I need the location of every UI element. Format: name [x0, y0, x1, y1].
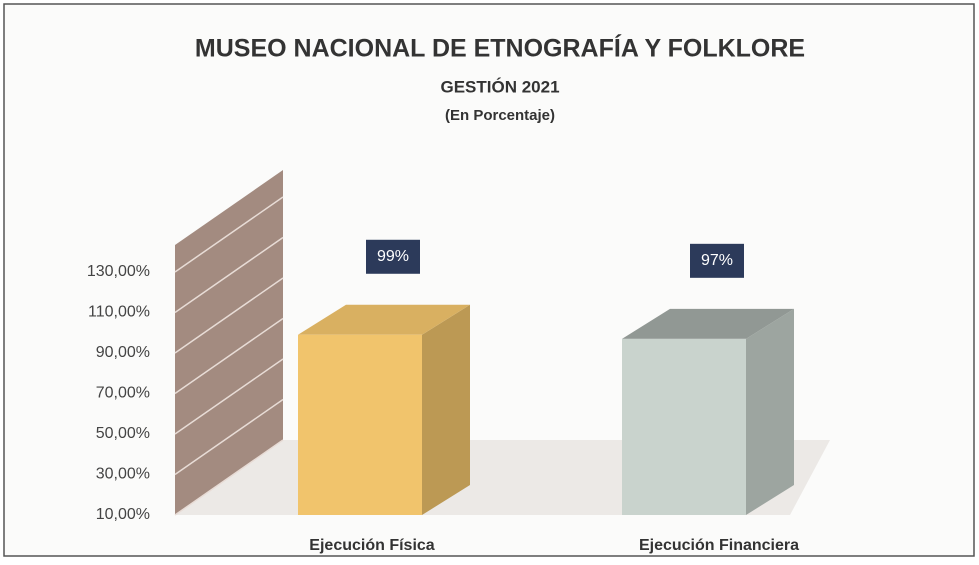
- grid-line: [174, 277, 284, 354]
- y-tick-label: 10,00%: [96, 506, 150, 523]
- x-tick-label: Ejecución Financiera: [639, 537, 799, 554]
- y-tick-label: 110,00%: [88, 304, 150, 321]
- grid-line: [174, 236, 284, 314]
- bar-top: [298, 304, 470, 335]
- y-tick-label: 30,00%: [96, 466, 150, 483]
- y-tick-label: 90,00%: [96, 344, 150, 361]
- value-label: 99%: [377, 248, 409, 265]
- y-tick-label: 70,00%: [96, 385, 150, 402]
- bar: [622, 308, 794, 515]
- bar-side: [746, 308, 794, 515]
- x-tick-label: Ejecución Física: [309, 537, 434, 554]
- y-tick-label: 50,00%: [96, 425, 150, 442]
- grid-line: [174, 317, 284, 395]
- y-tick-label: 130,00%: [87, 263, 150, 280]
- chart-subtitle: GESTIÓN 2021: [440, 77, 559, 96]
- bar-front: [298, 334, 422, 515]
- bar-side: [422, 304, 470, 515]
- bar: [298, 304, 470, 515]
- value-label-box: [366, 239, 420, 274]
- unit-note: (En Porcentaje): [445, 107, 555, 124]
- chart-title: MUSEO NACIONAL DE ETNOGRAFÍA Y FOLKLORE: [195, 34, 805, 63]
- bar-top: [622, 308, 794, 339]
- bar-front: [622, 338, 746, 515]
- value-label-box: [690, 243, 744, 278]
- grid-line: [174, 196, 284, 273]
- grid-line: [174, 439, 284, 516]
- grid-line: [174, 358, 284, 435]
- grid-line: [174, 398, 284, 476]
- value-label: 97%: [701, 252, 733, 269]
